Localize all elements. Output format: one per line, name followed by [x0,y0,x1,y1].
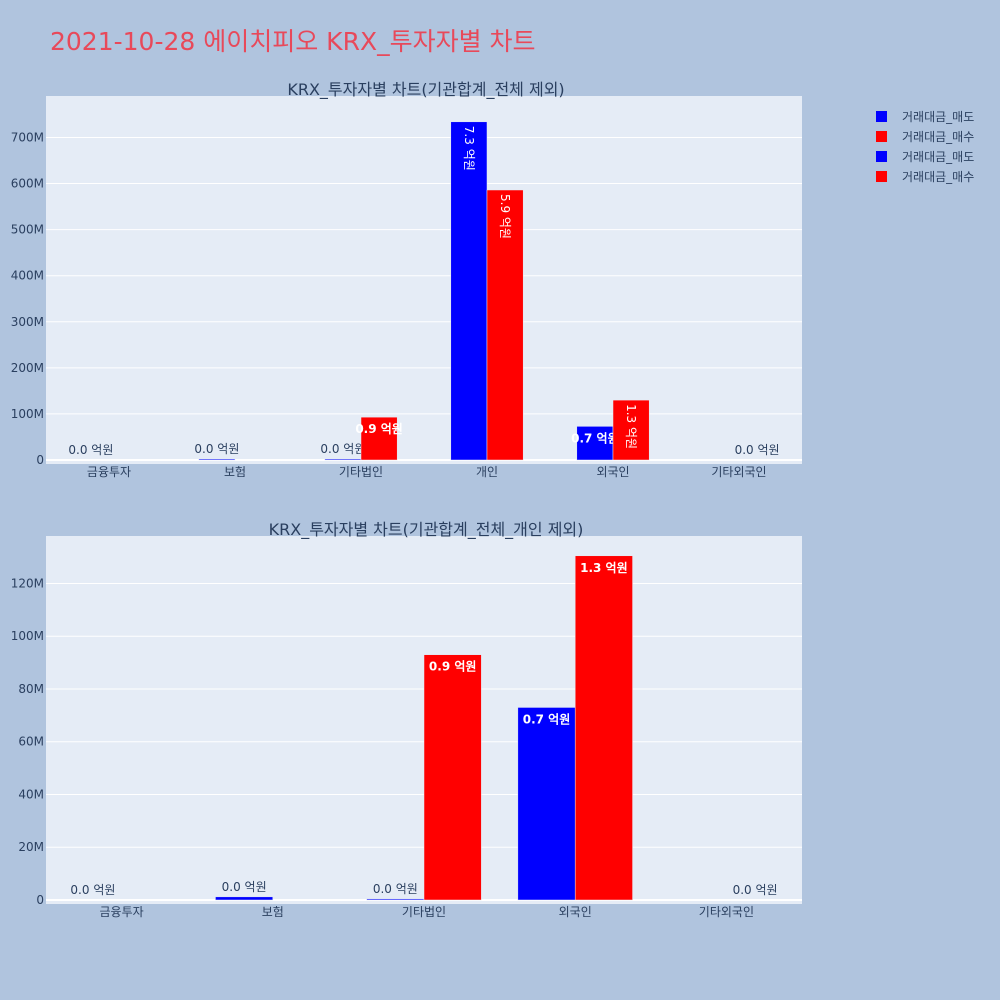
legend-label: 거래대금_매수 [902,169,975,184]
bar [612,399,650,461]
chart-panel: 0 100M 200M 300M 400M 500M 600M 700M KRX_투자자별 차트… [11,80,802,479]
data-label: 0.0 억원 [320,442,365,456]
data-label: 0.0 억원 [70,883,115,897]
y-tick-label: 120M [11,576,44,590]
y-tick-label: 700M [11,130,44,144]
x-tick-label: 개인 [476,465,498,479]
chart-title: KRX_투자자별 차트(기관합계_전체_개인 제외) [269,520,584,540]
y-tick-label: 80M [18,682,44,696]
y-tick-label: 400M [11,269,44,283]
x-tick-label: 기타외국인 [699,905,754,919]
legend-item[interactable]: 거래대금_매수 [876,126,974,146]
data-label: 0.0 억원 [194,442,239,456]
bar [423,654,482,901]
y-tick-label: 300M [11,315,44,329]
legend-item[interactable]: 거래대금_매도 [876,106,974,126]
data-label: 0.9 억원 [429,660,477,674]
y-tick-label: 20M [18,840,44,854]
legend: 거래대금_매도 거래대금_매수 거래대금_매도 거래대금_매수 [876,106,974,186]
legend-label: 거래대금_매도 [902,109,975,124]
bar [486,189,524,461]
x-tick-label: 기타외국인 [711,465,766,479]
chart-title: KRX_투자자별 차트(기관합계_전체 제외) [287,80,564,100]
bar [450,121,488,461]
x-tick-label: 보험 [224,465,246,479]
bar [517,707,576,901]
x-tick-label: 보험 [262,905,284,919]
data-label: 0.9 억원 [355,422,403,436]
legend-swatch [876,150,887,162]
data-label: 0.0 억원 [373,882,418,896]
x-tick-label: 외국인 [559,905,592,919]
data-label: 0.0 억원 [733,883,778,897]
y-tick-label: 100M [11,629,44,643]
y-tick-label: 0 [36,893,44,907]
data-label: 5.9 억원 [498,194,512,239]
y-tick-label: 600M [11,177,44,191]
data-label: 0.7 억원 [523,712,571,726]
data-label: 0.0 억원 [735,443,780,457]
y-tick-label: 200M [11,361,44,375]
legend-swatch [876,170,887,182]
page-title: 2021-10-28 에이치피오 KRX_투자자별 차트 [50,27,536,56]
bar [574,555,633,901]
data-label: 7.3 억원 [462,126,476,171]
legend-swatch [876,110,887,122]
y-tick-label: 100M [11,407,44,421]
data-label: 0.0 억원 [68,443,113,457]
y-tick-label: 40M [18,787,44,801]
x-tick-label: 금융투자 [100,905,144,919]
legend-item[interactable]: 거래대금_매도 [876,146,974,166]
data-label: 1.3 억원 [624,404,638,449]
y-tick-label: 0 [36,453,44,467]
bar [215,896,274,901]
y-tick-label: 60M [18,735,44,749]
legend-label: 거래대금_매수 [902,129,975,144]
data-label: 1.3 억원 [580,561,628,575]
bar [324,458,362,461]
x-tick-label: 외국인 [596,465,629,479]
data-label: 0.0 억원 [222,880,267,894]
chart-panel: 0 20M 40M 60M 80M 100M 120M KRX_투자자별 차트(기관합계_전체… [11,520,802,919]
legend-item[interactable]: 거래대금_매수 [876,166,974,186]
bar [366,898,425,901]
x-tick-label: 기타법인 [402,905,446,919]
legend-label: 거래대금_매도 [902,149,975,164]
data-label: 0.7 억원 [571,431,619,445]
plot-area [46,96,802,464]
bar [198,458,236,461]
bar [360,416,398,461]
x-tick-label: 금융투자 [87,465,131,479]
x-tick-label: 기타법인 [339,465,383,479]
legend-swatch [876,130,887,142]
y-tick-label: 500M [11,223,44,237]
